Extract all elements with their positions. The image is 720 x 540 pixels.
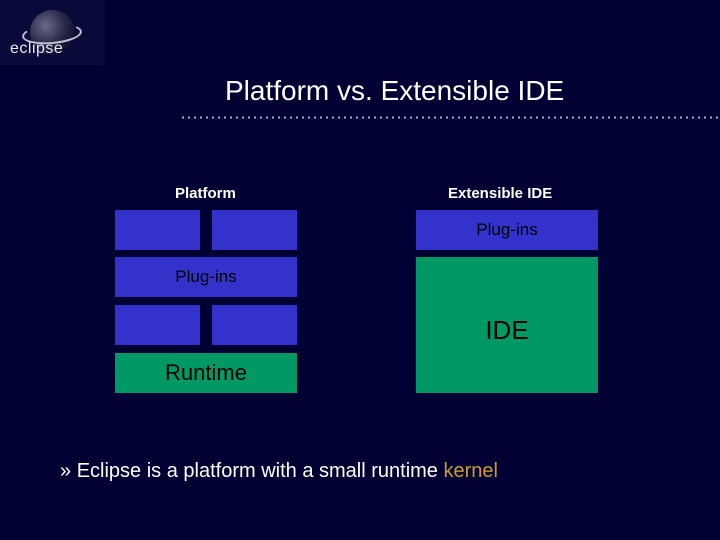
logo-text: eclipse	[10, 40, 63, 58]
platform-plugins-label-block: Plug-ins	[115, 257, 297, 297]
bullet-kernel-word: kernel	[443, 460, 497, 482]
platform-runtime-block: Runtime	[115, 353, 297, 393]
platform-runtime-label: Runtime	[165, 360, 247, 386]
ide-plugins-block: Plug-ins	[416, 210, 598, 250]
platform-plugin-block-1	[115, 210, 200, 250]
ide-plugins-label: Plug-ins	[476, 220, 537, 240]
bullet-marker: »	[60, 460, 71, 482]
platform-plugin-block-3	[115, 305, 200, 345]
column-header-platform: Platform	[175, 185, 236, 202]
page-title: Platform vs. Extensible IDE	[225, 75, 564, 107]
platform-plugin-block-2	[212, 210, 297, 250]
platform-plugins-label: Plug-ins	[175, 267, 236, 287]
platform-plugin-block-4	[212, 305, 297, 345]
ide-main-block: IDE	[416, 257, 598, 393]
column-header-extensible-ide: Extensible IDE	[448, 185, 552, 202]
eclipse-logo: eclipse	[0, 0, 105, 65]
title-underline	[180, 116, 720, 119]
bullet-point: » Eclipse is a platform with a small run…	[60, 460, 498, 483]
ide-label: IDE	[485, 315, 528, 346]
bullet-text: Eclipse is a platform with a small runti…	[77, 460, 444, 482]
